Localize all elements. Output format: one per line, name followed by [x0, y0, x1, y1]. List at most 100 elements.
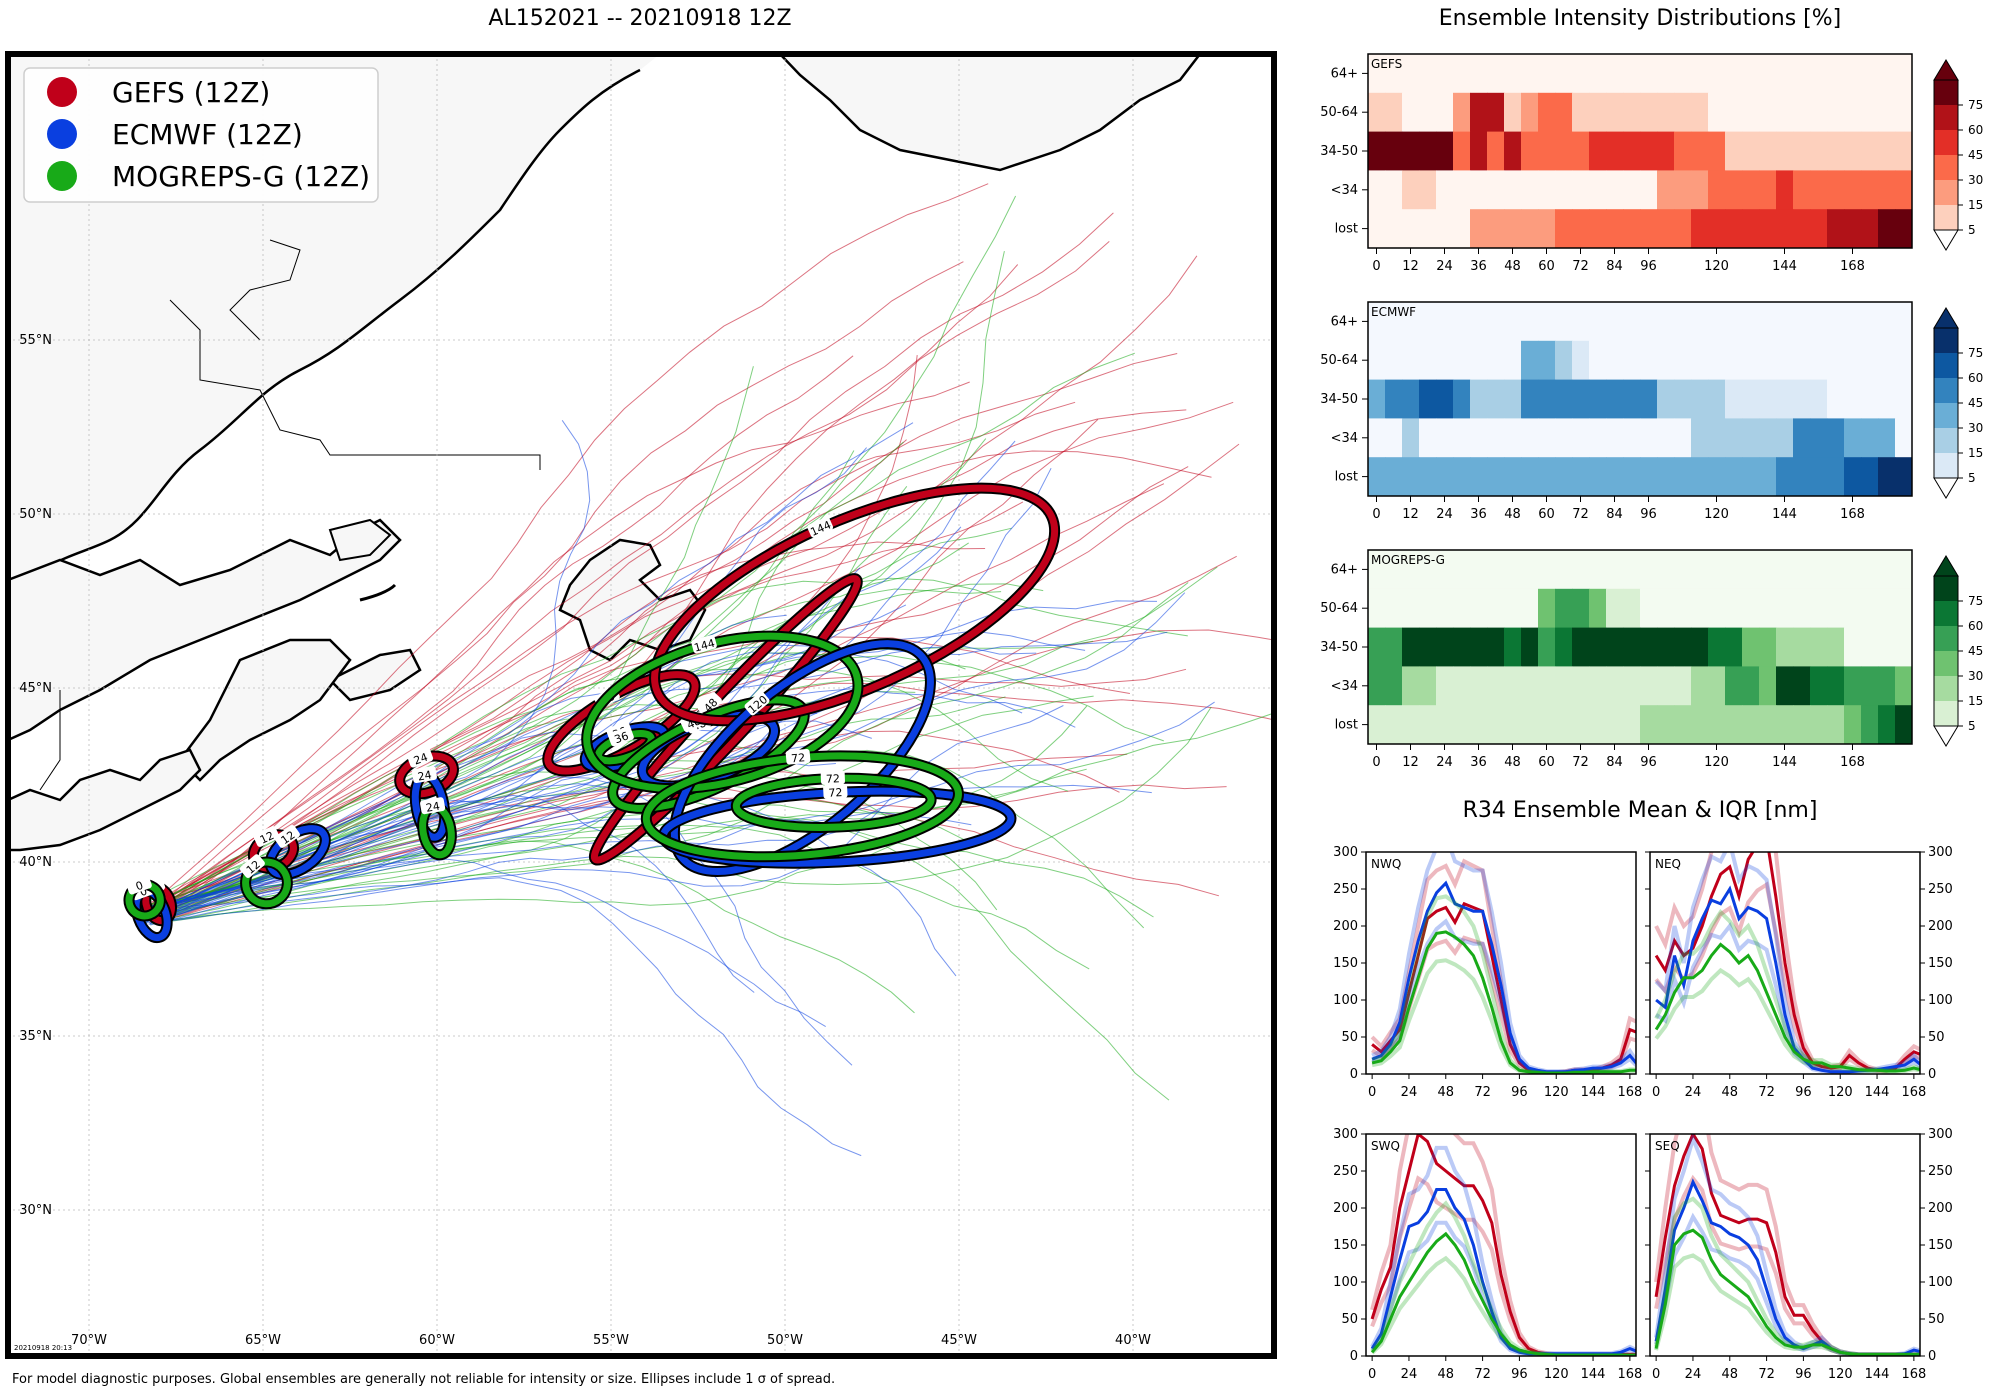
x-tick-label: 168: [1617, 1367, 1642, 1382]
heat-cell: [1419, 170, 1437, 210]
heat-cell: [1436, 302, 1454, 342]
heat-cell: [1878, 705, 1896, 745]
heat-cell: [1555, 666, 1573, 706]
heat-cell: [1708, 302, 1726, 342]
heat-cell: [1504, 54, 1522, 94]
y-tick-label: 50: [1341, 1030, 1358, 1045]
heat-cell: [1895, 418, 1913, 458]
heat-cell: [1742, 457, 1760, 497]
heat-cell: [1623, 550, 1641, 590]
ensemble-track: [149, 823, 1090, 970]
heat-row-label: <34: [1331, 183, 1358, 198]
heat-cell: [1470, 379, 1488, 419]
heat-x-label: 12: [1402, 755, 1419, 770]
heat-cell: [1368, 457, 1386, 497]
iqr-line: [1654, 1212, 1920, 1356]
heat-cell: [1521, 302, 1539, 342]
y-tick-label: 100: [1333, 1275, 1358, 1290]
heat-cell: [1453, 627, 1471, 667]
heat-cell: [1759, 627, 1777, 667]
heat-cell: [1521, 588, 1539, 629]
quadrant-label: NEQ: [1655, 857, 1681, 871]
heat-cell: [1453, 131, 1471, 171]
heat-cell: [1623, 209, 1641, 249]
heat-cell: [1895, 627, 1913, 667]
heat-cell: [1606, 705, 1624, 745]
heat-cell: [1878, 302, 1896, 342]
heat-cell: [1487, 418, 1505, 458]
heat-cell: [1470, 340, 1488, 381]
colorbar-label: 30: [1968, 421, 1983, 435]
heat-cell: [1742, 209, 1760, 249]
heat-x-label: 0: [1372, 259, 1380, 274]
heat-cell: [1589, 302, 1607, 342]
heat-cell: [1674, 379, 1692, 419]
mean-line: [1371, 930, 1636, 1074]
heat-cell: [1844, 92, 1862, 133]
heat-cell: [1861, 170, 1879, 210]
heat-cell: [1453, 92, 1471, 133]
heat-cell: [1742, 550, 1760, 590]
heat-cell: [1827, 209, 1845, 249]
heat-cell: [1572, 457, 1590, 497]
heat-cell: [1436, 418, 1454, 458]
x-tick-label: 24: [1685, 1085, 1702, 1100]
colorbar-segment: [1934, 130, 1958, 155]
heat-cell: [1589, 92, 1607, 133]
heat-x-label: 12: [1402, 507, 1419, 522]
heat-cell: [1844, 666, 1862, 706]
heat-cell: [1827, 340, 1845, 381]
y-tick-label: 150: [1928, 1238, 1953, 1253]
heat-cell: [1470, 666, 1488, 706]
heat-cell: [1776, 705, 1794, 745]
lat-tick-label: 35°N: [19, 1029, 52, 1044]
colorbar-segment: [1934, 601, 1958, 626]
heat-cell: [1674, 418, 1692, 458]
heat-cell: [1878, 340, 1896, 381]
heat-cell: [1742, 666, 1760, 706]
hour-label: 0: [138, 884, 149, 899]
heat-cell: [1895, 92, 1913, 133]
heat-x-label: 60: [1538, 755, 1555, 770]
heat-cell: [1504, 627, 1522, 667]
heat-cell: [1436, 131, 1454, 171]
heat-cell: [1385, 627, 1403, 667]
heat-cell: [1640, 627, 1658, 667]
heat-cell: [1470, 170, 1488, 210]
heat-cell: [1759, 92, 1777, 133]
heat-cell: [1793, 627, 1811, 667]
heat-cell: [1895, 302, 1913, 342]
heat-cell: [1742, 418, 1760, 458]
heat-cell: [1589, 379, 1607, 419]
hour-label: 12: [258, 829, 276, 847]
heat-cell: [1521, 666, 1539, 706]
heat-row-label: 50-64: [1320, 105, 1358, 120]
heat-cell: [1861, 209, 1879, 249]
heat-cell: [1776, 92, 1794, 133]
heat-cell: [1827, 705, 1845, 745]
heat-cell: [1436, 379, 1454, 419]
hour-label-box: [697, 692, 722, 717]
colorbar-label: 45: [1968, 148, 1983, 162]
heat-cell: [1640, 705, 1658, 745]
r34-lines: [1370, 852, 1636, 1074]
heat-cell: [1861, 54, 1879, 94]
heat-cell: [1793, 54, 1811, 94]
heat-cell: [1878, 379, 1896, 419]
heat-cell: [1606, 302, 1624, 342]
heat-cell: [1810, 457, 1828, 497]
heat-cell: [1436, 209, 1454, 249]
heat-cell: [1827, 302, 1845, 342]
hour-label-box: [691, 634, 717, 654]
hour-label: 72: [791, 751, 806, 765]
heat-x-label: 24: [1436, 507, 1453, 522]
heat-cell: [1538, 705, 1556, 745]
heat-cell: [1453, 54, 1471, 94]
heat-cell: [1759, 302, 1777, 342]
heat-cell: [1555, 705, 1573, 745]
heat-cell: [1878, 170, 1896, 210]
heat-x-label: 144: [1772, 507, 1797, 522]
map-title: AL152021 -- 20210918 12Z: [488, 6, 792, 31]
heat-x-label: 48: [1504, 755, 1521, 770]
r34-lines: [1654, 852, 1920, 1074]
